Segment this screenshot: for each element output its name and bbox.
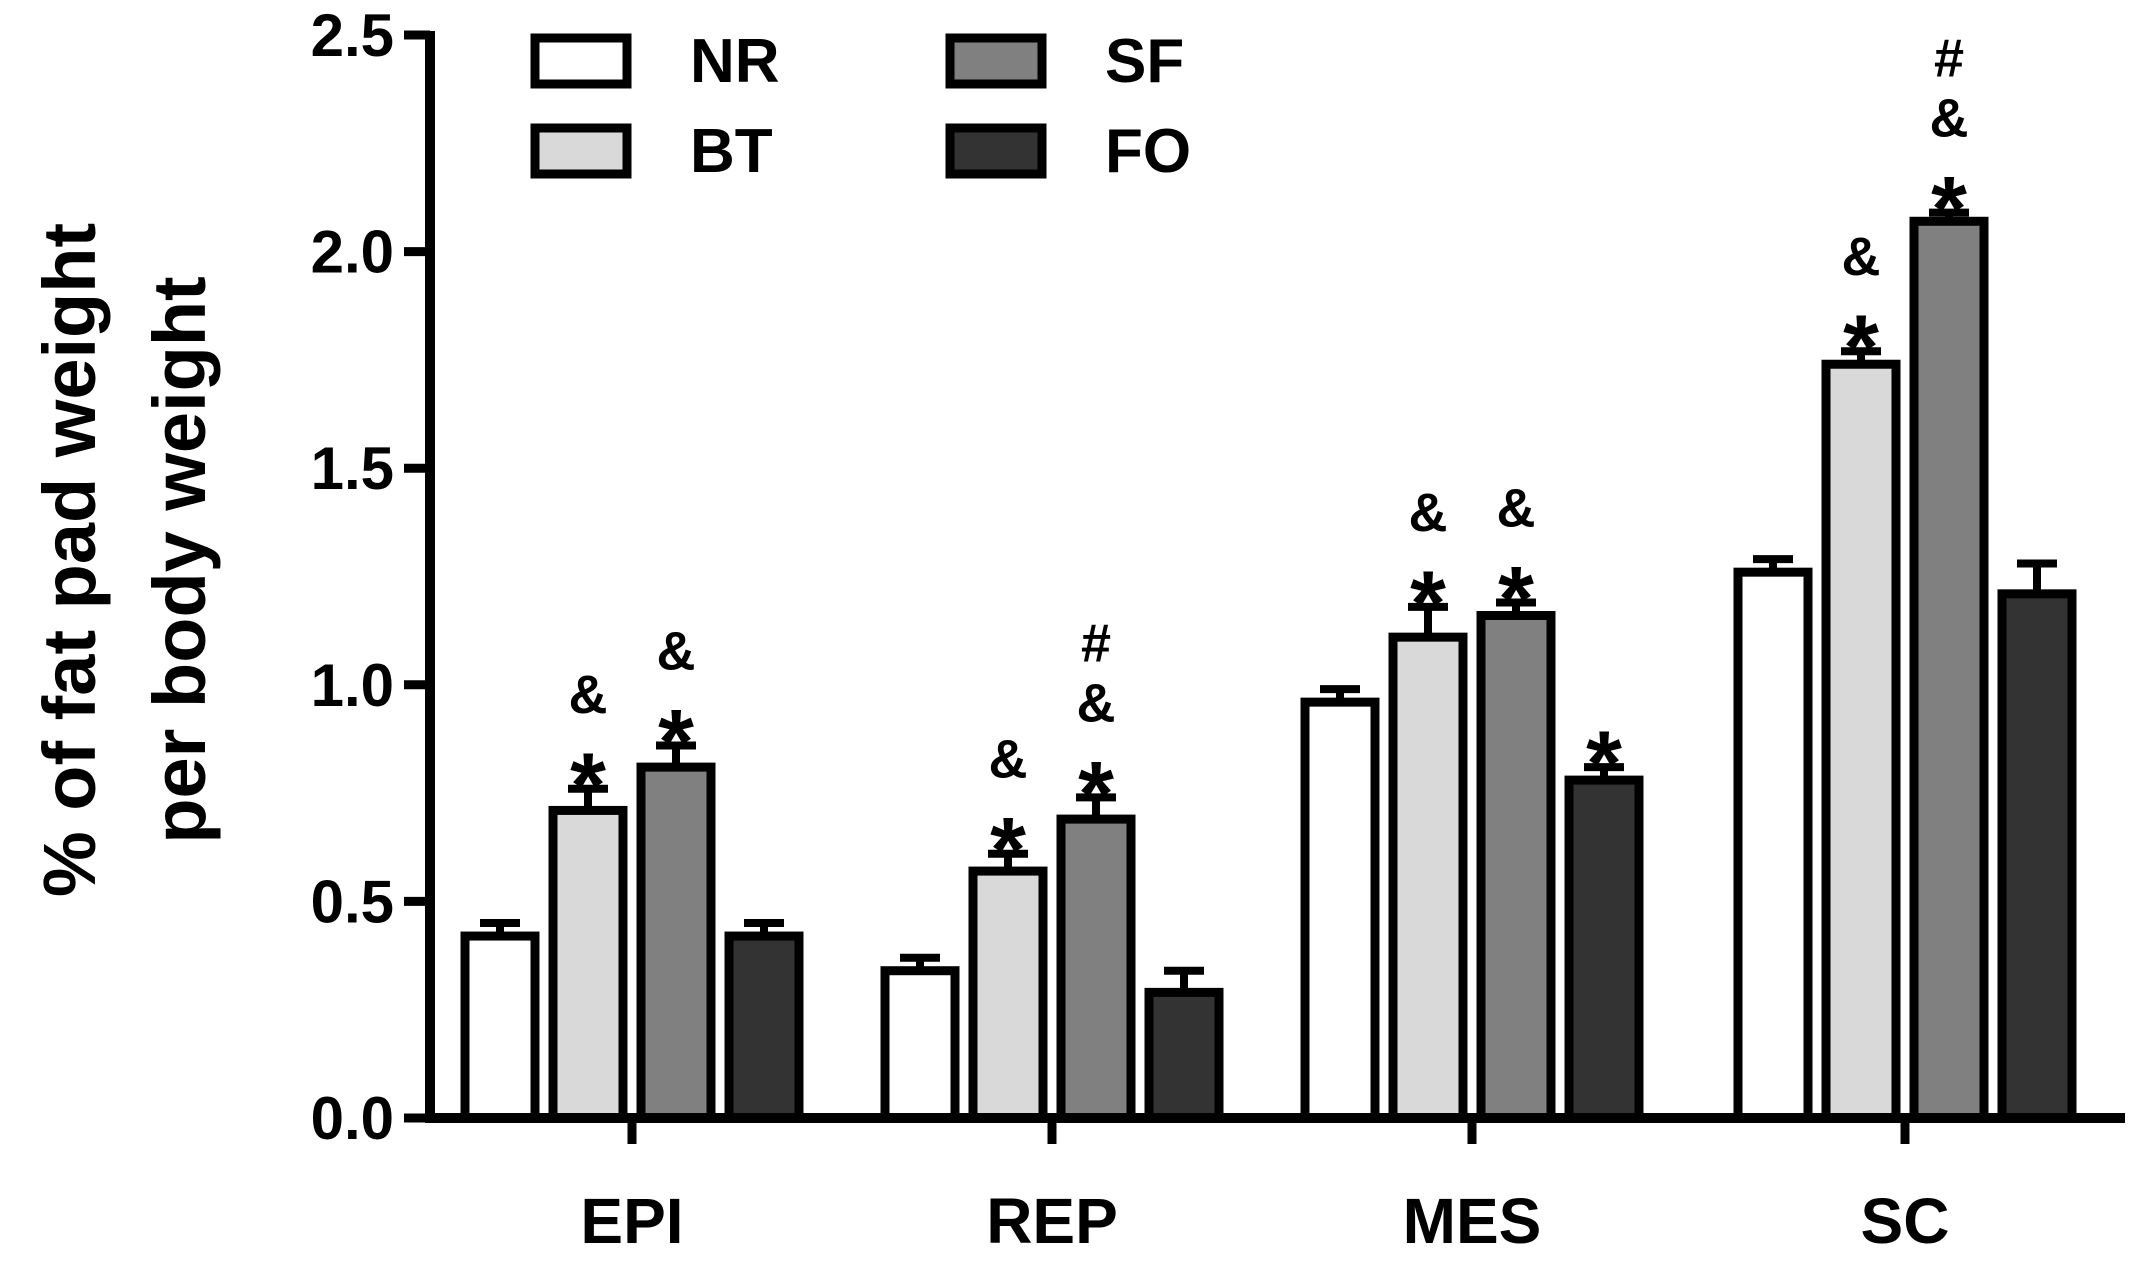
bar-fo-epi <box>724 931 804 1123</box>
y-tick-label: 0.0 <box>311 1085 394 1152</box>
annotation-ampersand: & <box>657 621 696 681</box>
annotation-asterisk: * <box>1843 297 1879 399</box>
annotation-asterisk: * <box>990 800 1026 902</box>
bar-sf-mes <box>1476 610 1556 1123</box>
bar-bt-mes <box>1388 632 1468 1123</box>
legend-label-fo: FO <box>1105 117 1191 186</box>
annotation-ampersand: & <box>569 665 608 725</box>
bar-nr-epi <box>460 931 540 1123</box>
legend-label-nr: NR <box>690 27 780 96</box>
legend-swatch-fo <box>945 123 1047 179</box>
bar-sf-epi <box>636 762 716 1123</box>
legend-swatch-nr <box>530 33 632 89</box>
x-category-label: EPI <box>580 1185 683 1257</box>
annotation-hash: # <box>1081 613 1111 673</box>
annotation-asterisk: * <box>658 691 694 793</box>
y-tick-label: 0.5 <box>311 868 394 935</box>
annotation-ampersand: & <box>1497 478 1536 538</box>
bar-nr-rep <box>880 966 960 1123</box>
bar-fo-mes <box>1564 775 1644 1123</box>
annotation-hash: # <box>1934 29 1964 89</box>
bar-nr-mes <box>1300 697 1380 1123</box>
bar-fo-sc <box>1997 589 2077 1123</box>
x-category-label: SC <box>1861 1185 1950 1257</box>
bar-sf-sc <box>1909 216 1989 1123</box>
bar-bt-epi <box>548 805 628 1123</box>
bar-sf-rep <box>1056 814 1136 1123</box>
bar-nr-sc <box>1733 567 1813 1123</box>
legend-swatch-sf <box>945 33 1047 89</box>
y-tick-label: 2.5 <box>311 2 394 69</box>
annotation-asterisk: * <box>1498 548 1534 650</box>
annotation-asterisk: * <box>1078 743 1114 845</box>
y-axis-ticks: 0.0 0.5 1.0 1.5 2.0 2.5 <box>311 2 430 1152</box>
y-axis-title-line: % of fat pad weight <box>28 223 111 897</box>
significance-annotations: *&*&*&*&*&*&# *&*&#* <box>569 29 1969 902</box>
legend-label-bt: BT <box>690 117 773 186</box>
legend-swatch-bt <box>530 123 632 179</box>
bars <box>460 208 2077 1123</box>
legend-label-sf: SF <box>1105 27 1184 96</box>
category-labels: EPI REP MES SC <box>580 1185 1949 1257</box>
annotation-ampersand: & <box>1930 89 1969 149</box>
annotation-ampersand: & <box>1409 483 1448 543</box>
y-tick-label: 1.5 <box>311 435 394 502</box>
y-axis-title-line: per body weight <box>138 276 221 843</box>
bar-bt-sc <box>1821 359 1901 1123</box>
axes <box>425 31 2125 1144</box>
legend: NR BT SF FO <box>530 27 1191 186</box>
y-axis-title: % of fat pad weight per body weight <box>28 223 221 897</box>
bar-bt-rep <box>968 866 1048 1123</box>
annotation-ampersand: & <box>989 730 1028 790</box>
annotation-asterisk: * <box>1931 159 1967 261</box>
annotation-ampersand: & <box>1077 673 1116 733</box>
annotation-asterisk: * <box>570 735 606 837</box>
x-category-label: REP <box>986 1185 1118 1257</box>
annotation-asterisk: * <box>1586 713 1622 815</box>
y-tick-label: 1.0 <box>311 652 394 719</box>
y-tick-label: 2.0 <box>311 219 394 286</box>
annotation-ampersand: & <box>1842 227 1881 287</box>
bar-fo-rep <box>1144 987 1224 1123</box>
annotation-asterisk: * <box>1410 553 1446 655</box>
x-category-label: MES <box>1403 1185 1542 1257</box>
